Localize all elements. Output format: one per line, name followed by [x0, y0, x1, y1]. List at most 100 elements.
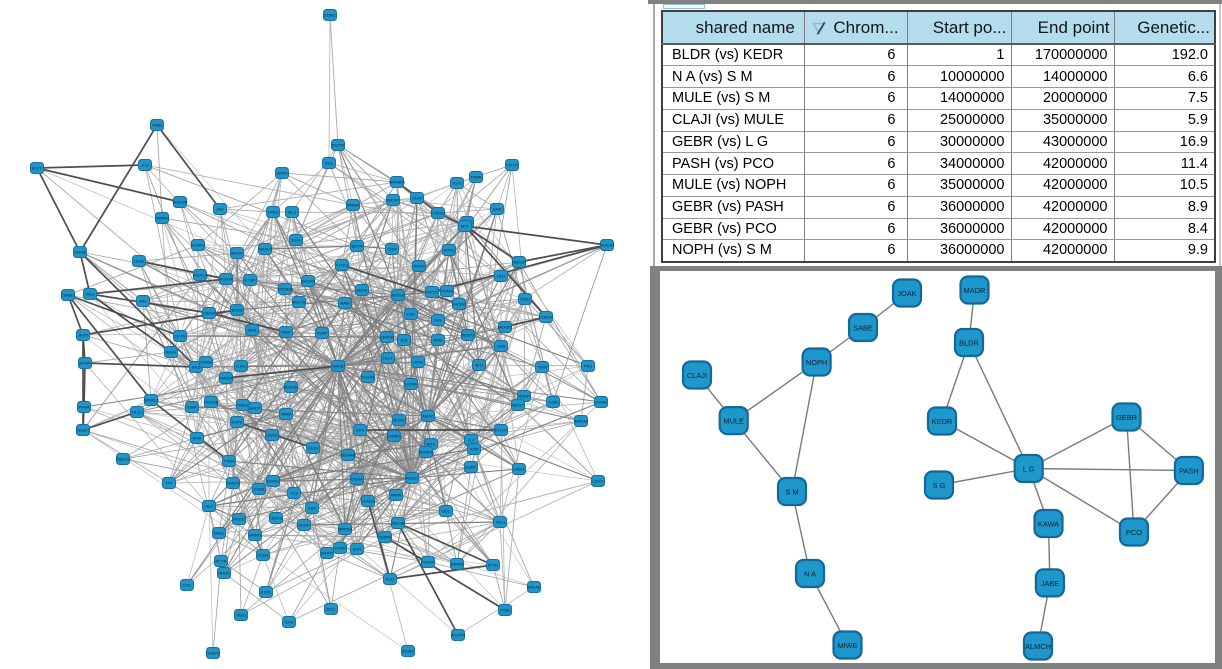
- svg-text:JBU: JBU: [216, 207, 224, 212]
- svg-text:GDSB: GDSB: [74, 250, 86, 255]
- svg-text:L G: L G: [1023, 465, 1035, 474]
- svg-text:REPD: REPD: [413, 264, 424, 269]
- svg-text:SSLCE: SSLCE: [292, 300, 305, 305]
- svg-text:MTT: MTT: [461, 224, 470, 229]
- svg-text:JDJEE: JDJEE: [402, 649, 415, 654]
- svg-text:WEU: WEU: [85, 292, 94, 297]
- svg-text:DUBJH: DUBJH: [600, 243, 613, 248]
- svg-text:LWR: LWR: [493, 207, 502, 212]
- svg-text:RRRD: RRRD: [249, 533, 261, 538]
- svg-text:LCSA: LCSA: [258, 553, 269, 558]
- svg-text:HNRN: HNRN: [200, 360, 212, 365]
- svg-text:AADT: AADT: [250, 406, 261, 411]
- svg-text:MULE: MULE: [723, 417, 744, 426]
- svg-text:NOJEC: NOJEC: [258, 247, 272, 252]
- svg-text:NRW: NRW: [281, 412, 291, 417]
- svg-text:MADR: MADR: [964, 286, 986, 295]
- svg-text:UUHCB: UUHCB: [361, 499, 376, 504]
- svg-text:OOODS: OOODS: [278, 287, 293, 292]
- svg-text:JSSO: JSSO: [236, 613, 246, 618]
- svg-text:WTE: WTE: [427, 442, 436, 447]
- svg-text:WWO: WWO: [277, 171, 288, 176]
- svg-text:HLD: HLD: [497, 274, 505, 279]
- svg-text:RCU: RCU: [327, 607, 336, 612]
- svg-text:WGKLA: WGKLA: [193, 273, 208, 278]
- svg-text:KAWA: KAWA: [1038, 520, 1059, 529]
- svg-text:BDTR: BDTR: [352, 244, 363, 249]
- svg-text:RGA: RGA: [193, 436, 202, 441]
- svg-text:KLWE: KLWE: [298, 523, 309, 528]
- svg-text:MDMAM: MDMAM: [340, 453, 356, 458]
- svg-text:CDTP: CDTP: [507, 163, 518, 168]
- svg-text:GEBR: GEBR: [1116, 413, 1137, 422]
- svg-text:LPEU: LPEU: [268, 210, 279, 215]
- svg-text:TPT: TPT: [165, 481, 173, 486]
- svg-text:TSUJ: TSUJ: [495, 520, 505, 525]
- svg-text:RAM: RAM: [434, 338, 443, 343]
- svg-text:SNEU: SNEU: [237, 403, 248, 408]
- svg-text:PHNM: PHNM: [441, 289, 453, 294]
- svg-text:TEUET: TEUET: [76, 428, 90, 433]
- svg-text:PUNW: PUNW: [220, 277, 232, 282]
- svg-text:JABE: JABE: [1041, 579, 1060, 588]
- svg-text:RSOC: RSOC: [233, 517, 245, 522]
- svg-text:ODHA: ODHA: [351, 477, 363, 482]
- svg-text:DORU: DORU: [267, 479, 279, 484]
- svg-text:MRWRN: MRWRN: [389, 180, 405, 185]
- svg-text:PSW: PSW: [500, 608, 509, 613]
- svg-text:EJKP: EJKP: [466, 465, 476, 470]
- svg-text:WCNPK: WCNPK: [419, 450, 434, 455]
- svg-text:HSU: HSU: [325, 161, 334, 166]
- svg-text:CRM: CRM: [387, 247, 396, 252]
- svg-text:GPMCO: GPMCO: [143, 398, 158, 403]
- svg-text:OLEPN: OLEPN: [206, 651, 220, 656]
- svg-text:BLHN: BLHN: [394, 418, 405, 423]
- svg-text:HLLT: HLLT: [383, 356, 393, 361]
- svg-text:KJO: KJO: [386, 577, 394, 582]
- svg-text:GKRA: GKRA: [595, 400, 607, 405]
- svg-text:HLTJ: HLTJ: [132, 410, 141, 415]
- svg-text:S M: S M: [785, 488, 798, 497]
- svg-text:MSELE: MSELE: [116, 457, 130, 462]
- svg-text:NOPH: NOPH: [806, 358, 827, 367]
- svg-text:PHHA: PHHA: [78, 405, 89, 410]
- svg-text:TCDJ: TCDJ: [520, 297, 530, 302]
- svg-text:ACOTR: ACOTR: [451, 633, 465, 638]
- svg-text:GAS: GAS: [285, 620, 294, 625]
- svg-text:ETKD: ETKD: [261, 590, 272, 595]
- svg-text:MKS: MKS: [248, 328, 257, 333]
- svg-text:BLDR: BLDR: [959, 339, 979, 348]
- svg-text:DHSL: DHSL: [214, 531, 225, 536]
- svg-text:GGC: GGC: [441, 509, 450, 514]
- svg-text:EWR: EWR: [187, 405, 196, 410]
- svg-text:PSU: PSU: [584, 364, 592, 369]
- svg-text:NCDOH: NCDOH: [284, 385, 299, 390]
- svg-text:JGJC: JGJC: [452, 181, 462, 186]
- svg-text:PTHOK: PTHOK: [421, 560, 435, 565]
- svg-text:KNCO: KNCO: [406, 476, 418, 481]
- svg-text:LEJO: LEJO: [134, 259, 144, 264]
- svg-text:KARCT: KARCT: [226, 481, 240, 486]
- svg-text:TJTKU: TJTKU: [336, 263, 349, 268]
- svg-text:S G: S G: [933, 481, 946, 490]
- svg-text:MESP: MESP: [387, 198, 399, 203]
- svg-text:RCTR: RCTR: [215, 559, 226, 564]
- svg-text:MJN: MJN: [353, 547, 361, 552]
- svg-text:LSUO: LSUO: [593, 479, 604, 484]
- svg-text:NAKB: NAKB: [333, 364, 344, 369]
- svg-text:WLU: WLU: [288, 210, 297, 215]
- svg-text:SCGRO: SCGRO: [191, 243, 206, 248]
- svg-text:SABE: SABE: [853, 324, 873, 333]
- svg-text:BCPP: BCPP: [32, 166, 43, 171]
- svg-text:ETTH: ETTH: [488, 563, 499, 568]
- svg-text:AUJ: AUJ: [205, 504, 213, 509]
- svg-text:JOAK: JOAK: [897, 289, 916, 298]
- svg-text:TLHJM: TLHJM: [362, 375, 375, 380]
- svg-text:EOBC: EOBC: [324, 13, 335, 18]
- svg-text:SDDS: SDDS: [231, 308, 242, 313]
- svg-text:CKTN: CKTN: [175, 334, 186, 339]
- svg-text:GKE: GKE: [434, 318, 443, 323]
- svg-text:MCKBG: MCKBG: [498, 325, 513, 330]
- svg-text:EUAT: EUAT: [317, 331, 328, 336]
- svg-text:KRTU: KRTU: [444, 248, 455, 253]
